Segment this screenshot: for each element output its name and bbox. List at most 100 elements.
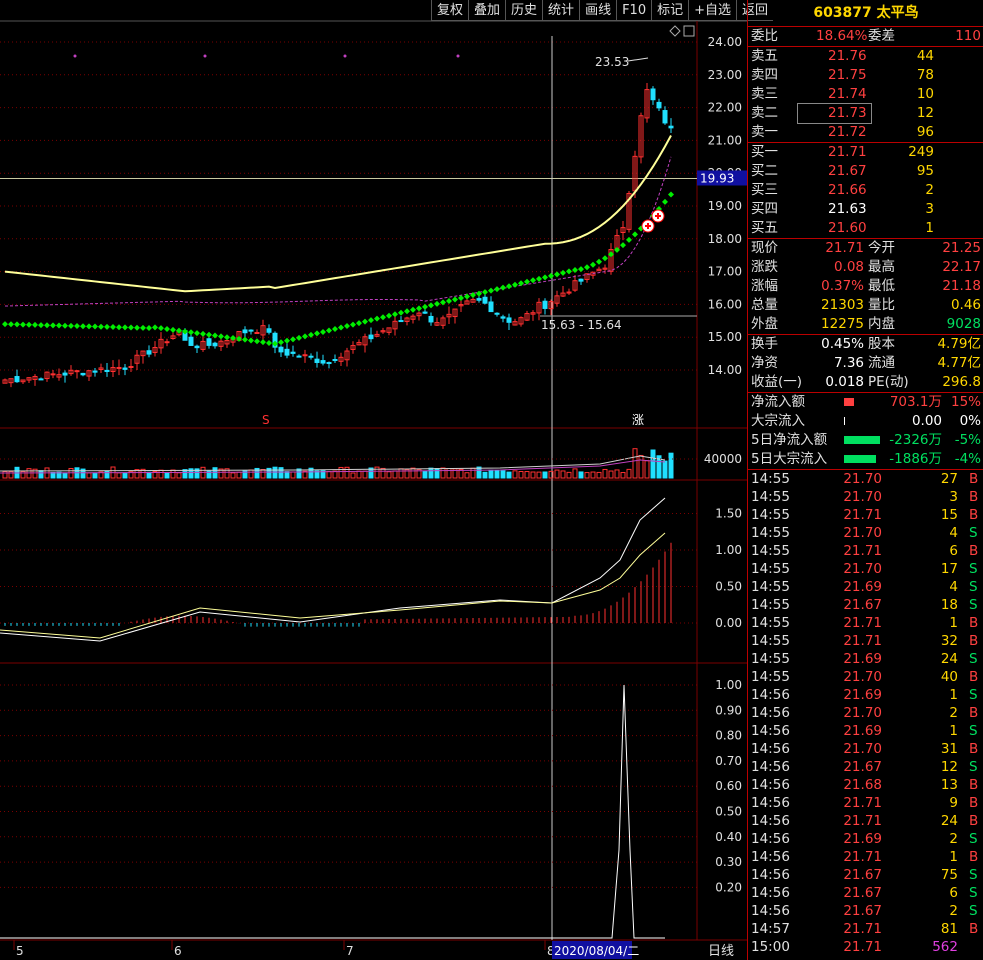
quote-panel: 603877 太平鸟 委比 18.64% 委差 110 卖五 21.76 44 卖四 2… <box>747 0 983 960</box>
toolbar-history-button[interactable]: 历史 <box>505 0 543 21</box>
tick-price: 21.71 <box>843 615 882 631</box>
volume-bar <box>356 470 362 479</box>
bid-price: 21.60 <box>828 220 867 236</box>
toolbar-f10-button[interactable]: F10 <box>616 0 652 21</box>
sar-dot <box>266 339 272 346</box>
tick-time: 14:56 <box>751 705 790 721</box>
bid-volume: 249 <box>908 144 934 160</box>
tick-price: 21.70 <box>843 669 882 685</box>
candle-body <box>2 379 8 384</box>
quote-label2: 今开 <box>868 240 895 256</box>
tick-volume: 40 <box>940 669 958 685</box>
price-axis-label: 17.00 <box>708 265 742 279</box>
volume-bar <box>626 468 632 479</box>
volume-bar <box>320 470 326 479</box>
volume-bar <box>314 470 320 479</box>
volume-bar <box>194 468 200 479</box>
sar-dot <box>470 292 476 299</box>
candle-body <box>470 298 476 303</box>
ask-price: 21.73 <box>797 103 872 124</box>
volume-bar <box>596 471 602 479</box>
fund-row: 净资 7.36 流通 4.77亿 <box>748 354 983 373</box>
candle-body <box>224 339 230 345</box>
toolbar-back-button[interactable]: 返回 <box>736 0 774 21</box>
volume-bar <box>302 470 308 479</box>
bid-row: 买五 21.60 1 <box>748 219 983 238</box>
candle-body <box>416 312 422 317</box>
tick-row: 14:56 21.70 31 B <box>748 740 983 758</box>
toolbar-overlay-button[interactable]: 叠加 <box>468 0 506 21</box>
tick-row: 15:00 21.71 562 <box>748 938 983 956</box>
volume-bar <box>656 455 662 479</box>
tick-side: S <box>969 903 978 919</box>
date-cursor-label: 2020/08/04/二 <box>554 944 639 958</box>
candle-body <box>314 358 320 363</box>
tick-time: 14:55 <box>751 651 790 667</box>
toolbar-draw-button[interactable]: 画线 <box>579 0 617 21</box>
price-axis-label: 21.00 <box>708 133 742 147</box>
sar-dot <box>398 309 404 316</box>
candle-body <box>320 360 326 364</box>
toolbar-fuquan-button[interactable]: 复权 <box>431 0 469 21</box>
volume-bar <box>470 467 476 479</box>
candle-body <box>650 88 656 101</box>
volume-bar <box>632 448 638 479</box>
tick-price: 21.70 <box>843 525 882 541</box>
candle-body <box>350 345 356 350</box>
tick-volume: 4 <box>949 579 958 595</box>
top-marker-dot <box>73 54 77 58</box>
candle-body <box>248 329 254 332</box>
candle-body <box>452 308 458 318</box>
ma2-line <box>4 156 672 307</box>
toolbar-add-watchlist-button[interactable]: +自选 <box>688 0 737 21</box>
sar-dot <box>278 339 284 346</box>
tick-row: 14:55 21.69 24 S <box>748 650 983 668</box>
quote-label2: 内盘 <box>868 316 895 332</box>
tick-row: 14:55 21.70 27 B <box>748 470 983 488</box>
price-axis-label: 19.00 <box>708 199 742 213</box>
tick-time: 14:56 <box>751 885 790 901</box>
tick-row: 14:56 21.69 1 S <box>748 686 983 704</box>
quote-row: 总量 21303 量比 0.46 <box>748 296 983 315</box>
sar-dot <box>8 321 14 328</box>
ask-row: 卖三 21.74 10 <box>748 85 983 104</box>
candle-body <box>218 340 224 347</box>
ask-price: 21.74 <box>828 86 867 102</box>
order-ratio-value: 18.64% <box>816 28 868 44</box>
sar-dot <box>242 336 248 343</box>
tick-time: 14:55 <box>751 489 790 505</box>
sar-dot <box>32 321 38 328</box>
tick-price: 21.71 <box>843 633 882 649</box>
toolbar-mark-button[interactable]: 标记 <box>651 0 689 21</box>
tick-volume: 15 <box>940 507 958 523</box>
candle-body <box>62 372 68 376</box>
ask-book: 卖五 21.76 44 卖四 21.75 78 卖三 21.74 10 卖二 21.73 12 卖一 21… <box>748 47 983 143</box>
flow-label: 净流入额 <box>751 394 805 410</box>
candle-body <box>254 332 260 335</box>
sar-dot <box>188 329 194 336</box>
candle-body <box>290 351 296 354</box>
diamond-icon <box>669 25 681 37</box>
tick-time: 14:56 <box>751 903 790 919</box>
candle-body <box>392 320 398 330</box>
tick-side: S <box>969 885 978 901</box>
candle-body <box>512 321 518 326</box>
candle-body <box>458 304 464 307</box>
sar-dot <box>92 323 98 330</box>
fund-value: 0.45% <box>821 336 864 352</box>
fund-value2: 4.77亿 <box>937 355 981 371</box>
quote-label: 涨跌 <box>751 259 778 275</box>
tick-volume: 32 <box>940 633 958 649</box>
toolbar-stats-button[interactable]: 统计 <box>542 0 580 21</box>
kline-chart[interactable]: 24.0023.0022.0021.0020.0019.0018.0017.00… <box>0 0 747 960</box>
sar-dot <box>110 324 116 331</box>
tick-price: 21.69 <box>843 687 882 703</box>
tick-side: B <box>969 543 979 559</box>
volume-bar <box>80 468 86 479</box>
ask-row: 卖一 21.72 96 <box>748 123 983 142</box>
tick-list[interactable]: 14:55 21.70 27 B 14:55 21.70 3 B 14:55 21.71 15 B 14… <box>748 470 983 956</box>
candle-body <box>332 359 338 362</box>
volume-bar <box>536 471 542 479</box>
candle-body <box>626 192 632 230</box>
bid-volume: 2 <box>925 182 934 198</box>
